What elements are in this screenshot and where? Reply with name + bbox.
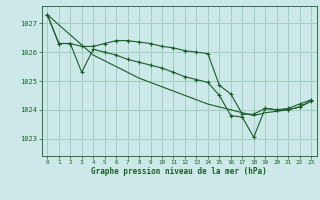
X-axis label: Graphe pression niveau de la mer (hPa): Graphe pression niveau de la mer (hPa)	[91, 167, 267, 176]
